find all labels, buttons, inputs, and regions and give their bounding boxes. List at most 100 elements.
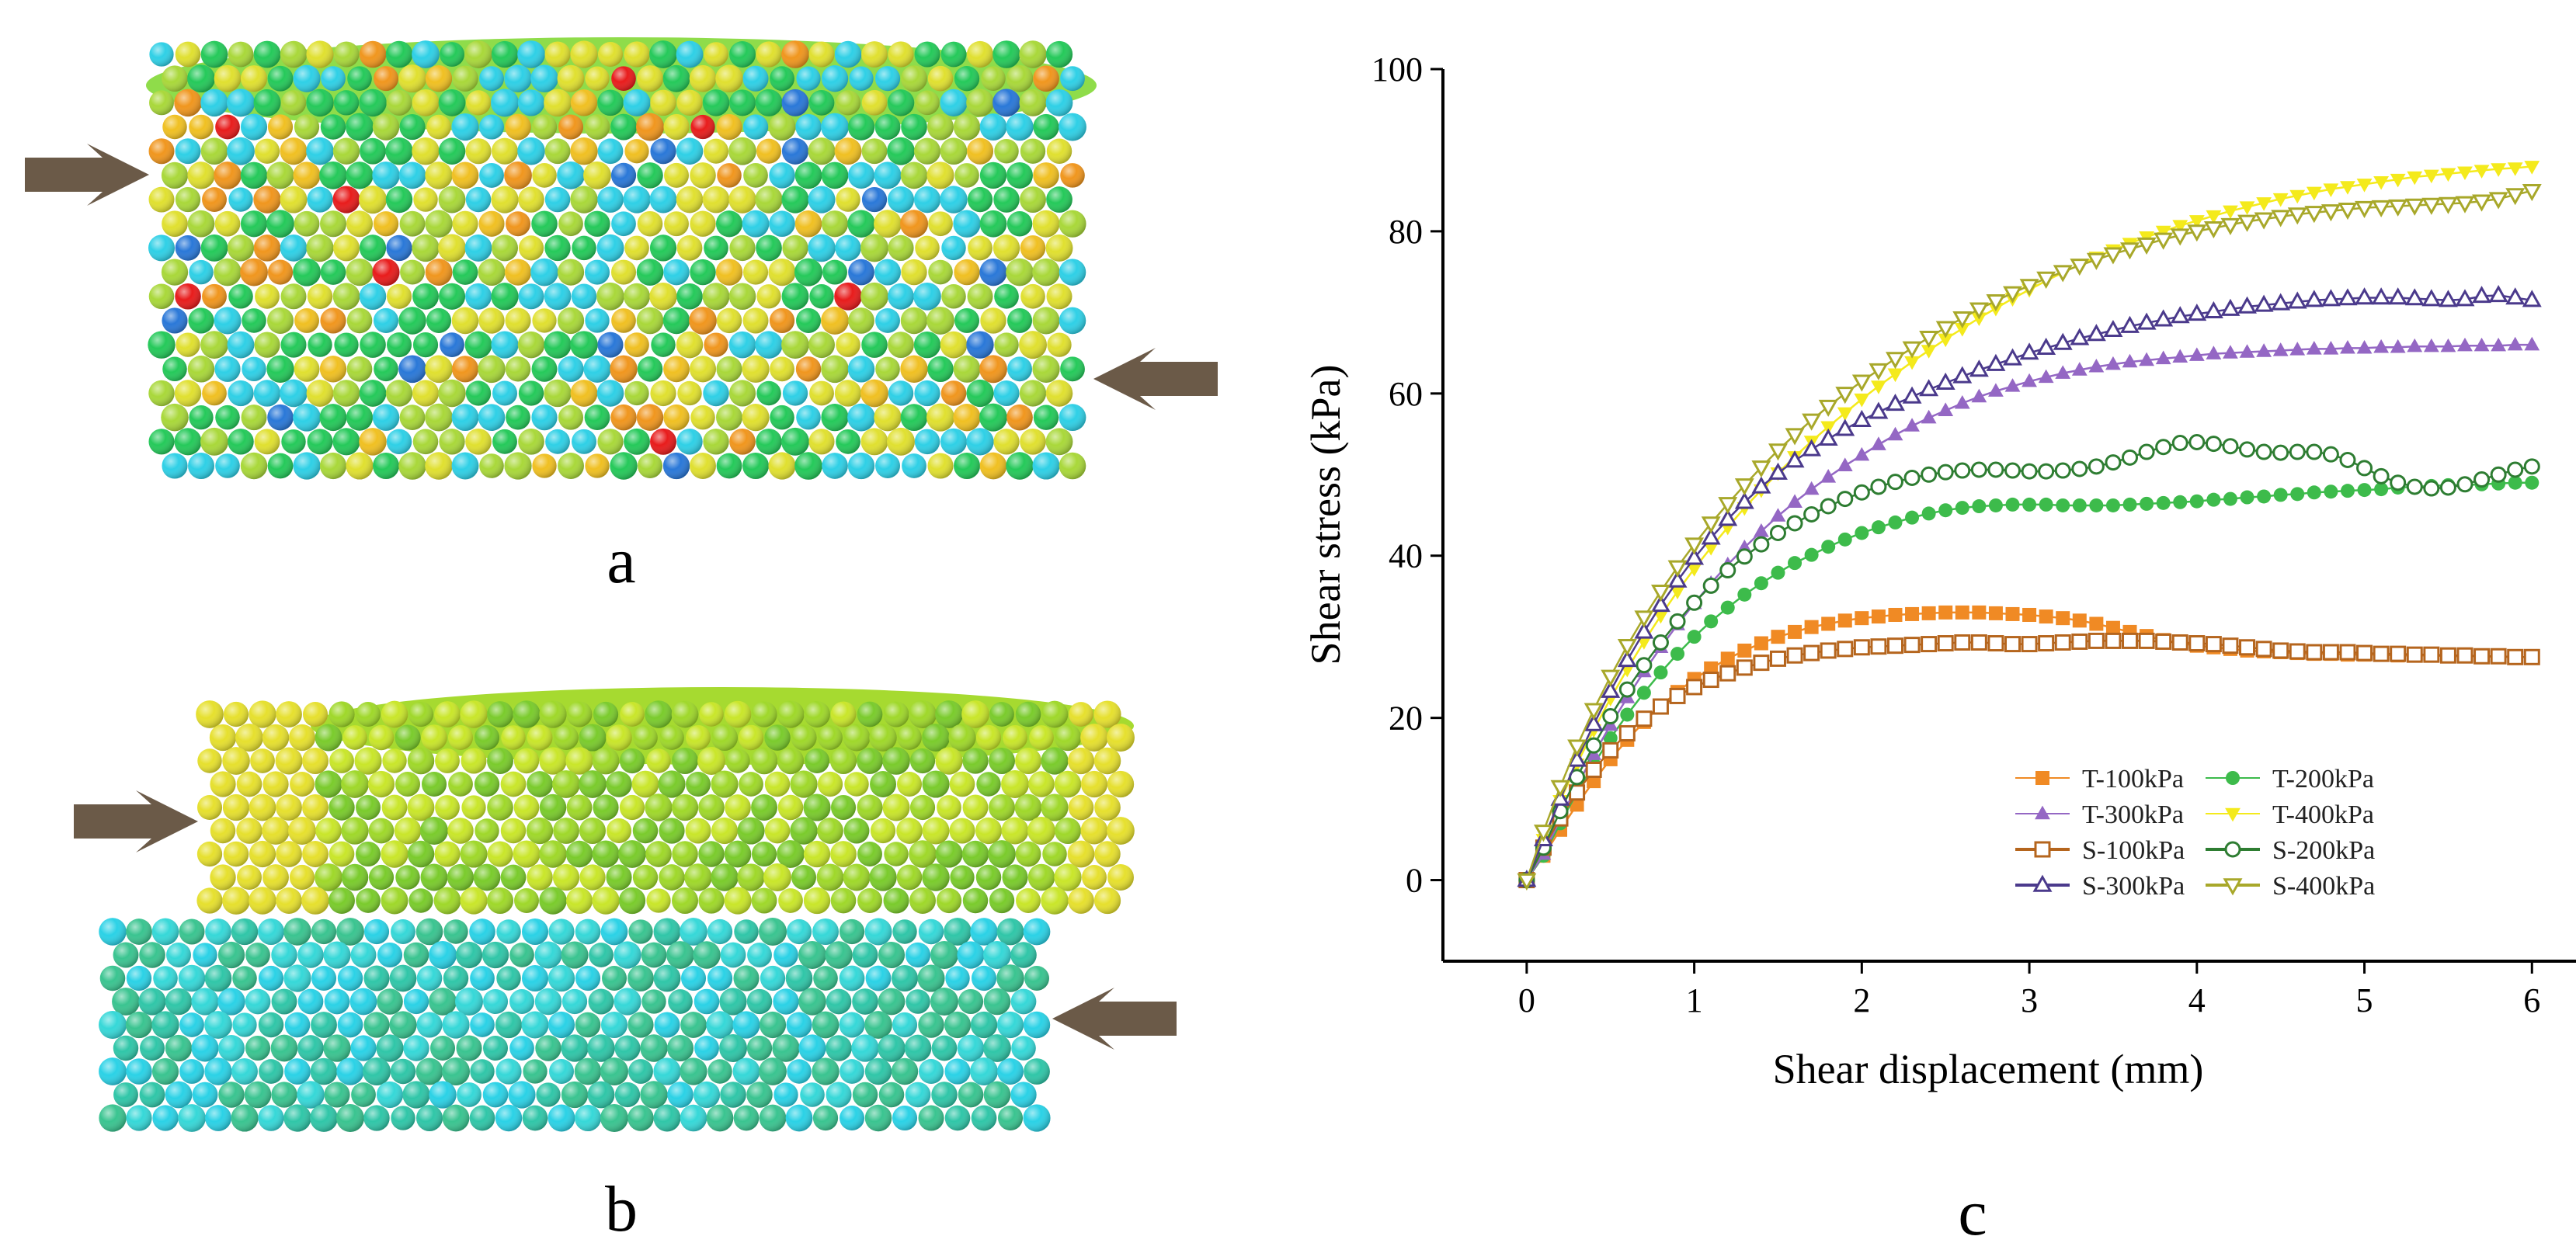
data-point [2356, 179, 2373, 193]
data-point [2522, 290, 2542, 307]
data-point [2373, 339, 2390, 353]
data-point [2089, 498, 2104, 512]
data-point [2089, 616, 2104, 631]
data-point [1888, 607, 1903, 622]
data-point [2272, 444, 2289, 461]
data-point [2206, 492, 2221, 507]
data-point [2324, 484, 2338, 499]
data-point [1970, 634, 1987, 651]
data-point [2171, 435, 2188, 452]
data-point [2239, 441, 2256, 458]
data-point [2255, 443, 2272, 460]
data-point [2188, 433, 2206, 450]
data-point [2239, 344, 2255, 358]
data-point [2071, 460, 2088, 477]
data-point [1820, 642, 1837, 659]
data-point [2438, 290, 2458, 307]
data-point [1937, 464, 1954, 481]
data-point [1821, 616, 1836, 631]
data-point [1585, 761, 1602, 778]
data-point [2473, 648, 2491, 665]
data-point [2071, 362, 2088, 376]
data-point [2054, 462, 2071, 479]
data-point [1921, 466, 1938, 483]
data-point [1704, 614, 1719, 629]
data-point [2038, 635, 2055, 652]
legend-swatch-marker [2224, 841, 2241, 858]
data-point [1734, 478, 1754, 496]
data-point [2038, 369, 2054, 384]
data-point [2457, 166, 2473, 181]
data-point [2272, 642, 2289, 659]
data-point [2338, 203, 2358, 220]
data-point [2256, 197, 2272, 211]
data-point [1952, 366, 1973, 384]
data-point [1720, 651, 1735, 666]
data-point [2019, 342, 2039, 360]
data-point [2457, 337, 2473, 352]
data-point [1753, 536, 1770, 553]
data-point [2136, 312, 2157, 330]
data-point [1851, 374, 1872, 392]
y-tick-label: 40 [1389, 537, 1423, 575]
legend-label: T-100kPa [2082, 765, 2184, 793]
data-point [2187, 304, 2207, 321]
data-point [1686, 679, 1703, 696]
data-point [1803, 481, 1820, 495]
data-point [2421, 197, 2442, 215]
legend-swatch-marker [2035, 805, 2050, 820]
data-point [1952, 311, 1973, 329]
data-point [2070, 259, 2090, 276]
data-point [1670, 585, 1685, 600]
data-point [2256, 343, 2272, 357]
data-point [1903, 469, 1921, 486]
data-point [1803, 505, 1820, 523]
data-point [2522, 183, 2542, 202]
data-point [2172, 220, 2188, 234]
data-point [2272, 193, 2289, 207]
data-point [1583, 703, 1604, 721]
legend-swatch-marker [2034, 841, 2051, 858]
data-point [2407, 338, 2423, 352]
data-point [1919, 331, 1939, 349]
data-point [2188, 347, 2205, 361]
data-point [1837, 491, 1854, 508]
data-point [2240, 490, 2254, 505]
data-point [1921, 345, 1937, 359]
data-point [2053, 332, 2073, 350]
data-point [1871, 436, 1886, 450]
data-point [2205, 636, 2222, 653]
data-point [1768, 443, 1788, 461]
data-point [1650, 584, 1670, 602]
y-tick-label: 20 [1389, 700, 1423, 738]
series-s-300kpa [1517, 285, 2542, 887]
data-point [2355, 200, 2375, 219]
data-point [2289, 643, 2306, 660]
data-point [1703, 542, 1719, 556]
data-point [2271, 293, 2291, 311]
data-point [2438, 196, 2458, 214]
data-point [2388, 287, 2408, 305]
data-point [1835, 387, 1855, 405]
data-point [1820, 421, 1837, 435]
data-point [1667, 560, 1688, 578]
data-point [2222, 438, 2239, 455]
data-point [1855, 611, 1869, 626]
data-point [2122, 449, 2139, 466]
data-point [2290, 487, 2305, 502]
data-point [2053, 265, 2073, 283]
legend-swatch-marker [2032, 874, 2053, 892]
data-point [2055, 365, 2071, 379]
data-point [2105, 498, 2120, 512]
data-point [1786, 647, 1803, 664]
series-line [1525, 640, 2533, 881]
data-point [1602, 741, 1619, 759]
data-point [2323, 183, 2339, 197]
data-point [2004, 636, 2021, 653]
data-point [2507, 162, 2523, 176]
data-point [2154, 232, 2174, 250]
legend-swatch-marker [2225, 807, 2241, 822]
data-point [2473, 165, 2490, 179]
data-point [1921, 506, 1936, 521]
